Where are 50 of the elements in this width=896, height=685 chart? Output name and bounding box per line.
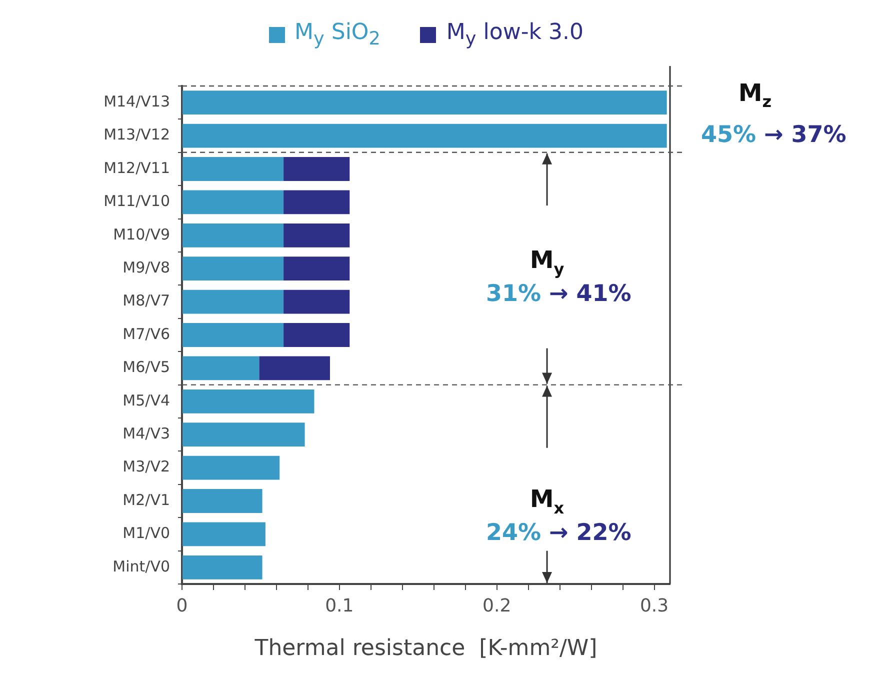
bar (182, 124, 667, 148)
bar (182, 256, 284, 281)
y-tick-label: Mint/V0 (112, 557, 170, 576)
y-tick-label: M10/V9 (113, 225, 170, 244)
bar (182, 422, 305, 447)
y-tick-label: M4/V3 (122, 424, 170, 442)
annotation: → 22% (549, 520, 632, 546)
y-tick-label: M2/V1 (122, 490, 170, 509)
bar (284, 256, 350, 281)
annotation: 31% (486, 281, 542, 308)
y-tick-label: M1/V0 (122, 524, 170, 542)
x-tick-label: 0 (176, 595, 188, 616)
bar (182, 323, 284, 347)
x-tick-label: 0.3 (640, 595, 669, 616)
bar (182, 356, 260, 380)
bar (182, 389, 314, 414)
bar (182, 555, 262, 580)
bar (182, 190, 284, 214)
y-tick-label: M5/V4 (122, 391, 170, 410)
y-tick-label: M14/V13 (104, 92, 170, 110)
bar (182, 489, 262, 513)
bar (284, 157, 350, 181)
bar (284, 323, 350, 347)
bar (182, 456, 280, 480)
bar (182, 90, 667, 115)
y-tick-label: M12/V11 (104, 158, 170, 177)
x-axis-title: Thermal resistance [K-mm²/W] (254, 636, 598, 661)
bar (182, 223, 284, 248)
y-tick-label: M7/V6 (122, 324, 170, 343)
y-tick-label: M8/V7 (122, 292, 170, 310)
text: → 37% (764, 122, 846, 148)
y-tick-label: M13/V12 (104, 126, 170, 144)
x-tick-label: 0.1 (325, 595, 354, 616)
bar (284, 290, 350, 314)
y-tick-label: M11/V10 (104, 192, 170, 210)
annotation: → 41% (549, 281, 632, 308)
y-tick-label: M3/V2 (122, 458, 170, 476)
bar (182, 522, 266, 546)
legend-label: M$_{y}$ SiO$_{2}$ (294, 20, 380, 50)
text: 45% (700, 122, 756, 148)
bar (182, 157, 284, 181)
y-tick-label: M9/V8 (122, 258, 170, 276)
bar (284, 190, 350, 214)
y-tick-label: M6/V5 (122, 358, 170, 376)
bar (182, 290, 284, 314)
legend-label: M$_{y}$ low-k 3.0 (446, 20, 584, 50)
bar (259, 356, 330, 380)
bar (284, 223, 350, 248)
annotation: 24% (486, 520, 542, 546)
x-tick-label: 0.2 (482, 595, 512, 616)
